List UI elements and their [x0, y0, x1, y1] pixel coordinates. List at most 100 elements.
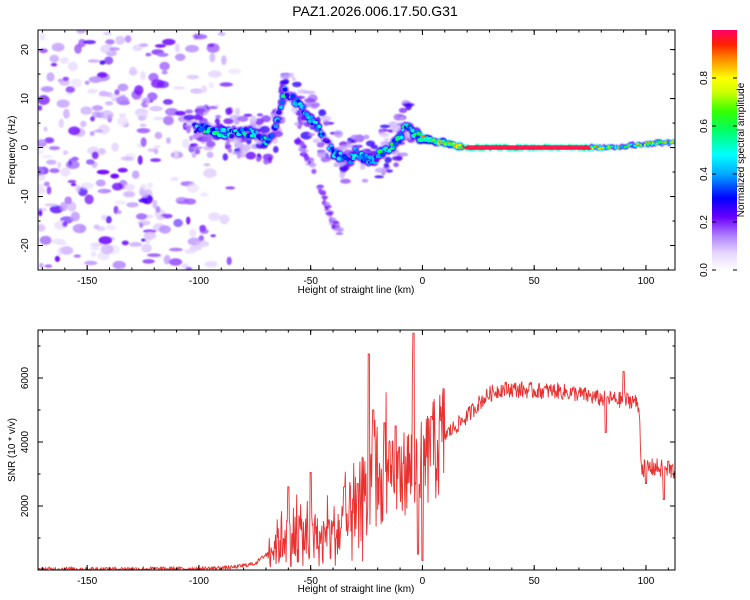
ridge-core: [201, 126, 206, 130]
noise-blob: [138, 115, 146, 121]
ridge-core: [249, 127, 253, 131]
noise-blob: [198, 235, 204, 242]
scatter-blob: [237, 115, 249, 122]
scatter-blob: [359, 164, 366, 170]
ridge-core: [262, 140, 266, 144]
noise-blob: [169, 258, 183, 266]
ridge-core: [296, 99, 300, 103]
scatter-blob: [243, 113, 253, 117]
branch-blob: [325, 205, 329, 211]
noise-blob: [162, 38, 176, 46]
noise-blob: [143, 231, 157, 240]
scatter-blob: [225, 107, 232, 116]
noise-blob: [112, 260, 126, 270]
noise-blob: [62, 221, 68, 227]
ridge-core: [352, 153, 357, 158]
noise-blob: [163, 254, 171, 265]
scatter-blob: [280, 74, 290, 80]
ridge-core: [211, 127, 217, 132]
noise-blob: [67, 179, 77, 184]
noise-blob: [186, 216, 191, 225]
noise-blob: [154, 131, 163, 140]
ridge-core: [668, 142, 671, 146]
scatter-blob: [192, 146, 203, 150]
ridge-core: [378, 149, 383, 153]
ridge-core: [410, 128, 416, 133]
snr-xlabel: Height of straight line (km): [298, 584, 415, 595]
ridge-core: [601, 146, 604, 150]
ridge-core: [329, 144, 333, 148]
ridge-core: [416, 131, 421, 136]
noise-blob: [129, 66, 137, 76]
ridge-core: [598, 145, 601, 148]
snr-series-line: [38, 332, 675, 570]
noise-blob: [38, 224, 46, 232]
noise-blob: [88, 76, 102, 83]
ridge-core: [354, 148, 358, 152]
noise-blob: [115, 35, 125, 45]
noise-blob: [57, 247, 63, 257]
scatter-blob: [312, 138, 320, 144]
noise-blob: [173, 218, 183, 228]
ridge-core: [660, 142, 664, 146]
noise-blob: [176, 200, 189, 205]
spectrogram-ylabel: Frequency (Hz): [7, 116, 18, 185]
y-tick-label: 6000: [20, 366, 31, 389]
noise-blob: [101, 214, 107, 221]
colorbar-label: Normalized spectral amplitude: [736, 82, 747, 217]
y-tick-label: 10: [20, 93, 31, 105]
noise-blob: [62, 76, 69, 82]
colorbar-tick-label: 0.4: [699, 167, 710, 181]
ridge-core: [338, 151, 343, 155]
ridge-core: [203, 130, 206, 134]
scatter-blob: [196, 105, 207, 109]
noise-blob: [140, 137, 147, 148]
noise-blob: [38, 95, 50, 105]
noise-blob: [96, 169, 110, 175]
noise-blob: [129, 242, 143, 247]
ridge-core: [229, 134, 235, 139]
noise-blob: [76, 30, 86, 34]
ridge-core: [646, 143, 650, 147]
ridge-core: [602, 145, 605, 148]
scatter-blob: [361, 178, 369, 183]
x-tick-label: -50: [303, 576, 318, 587]
noise-blob: [50, 62, 58, 67]
noise-blob: [72, 223, 87, 234]
scatter-blob: [288, 72, 295, 79]
noise-blob: [56, 99, 70, 108]
noise-blob: [104, 101, 114, 106]
noise-blob: [111, 142, 119, 152]
noise-blob: [80, 106, 93, 115]
ridge-core: [282, 87, 288, 92]
noise-blob: [56, 242, 68, 246]
scatter-blob: [184, 109, 194, 114]
noise-blob: [208, 212, 221, 221]
ridge-core: [251, 132, 256, 136]
scatter-blob: [206, 151, 214, 158]
noise-blob: [163, 115, 174, 126]
scatter-blob: [308, 132, 316, 137]
branch-blob: [320, 192, 326, 196]
x-tick-label: 0: [420, 276, 426, 287]
snr-axes: -150 -100 -50 0 50 100 2000 4000 6000: [20, 330, 675, 587]
x-tick-label: 100: [638, 576, 655, 587]
scatter-blob: [374, 175, 384, 179]
colorbar: 0.0 0.2 0.4 0.6 0.8 Normalized spectral ampl…: [699, 30, 747, 277]
scatter-blob: [259, 125, 271, 134]
scatter-blob: [183, 114, 196, 121]
scatter-blob: [189, 135, 194, 141]
ridge-core: [379, 152, 386, 157]
noise-blob: [201, 85, 208, 94]
scatter-blob: [350, 134, 360, 140]
branch-blob: [318, 188, 322, 194]
branch-blob: [330, 217, 337, 221]
scatter-blob: [339, 164, 349, 173]
noise-blob: [71, 156, 79, 162]
scatter-blob: [224, 144, 230, 150]
ridge-core: [362, 157, 367, 162]
y-tick-label: 20: [20, 44, 31, 56]
noise-blob: [189, 228, 197, 238]
noise-blob: [154, 44, 166, 48]
